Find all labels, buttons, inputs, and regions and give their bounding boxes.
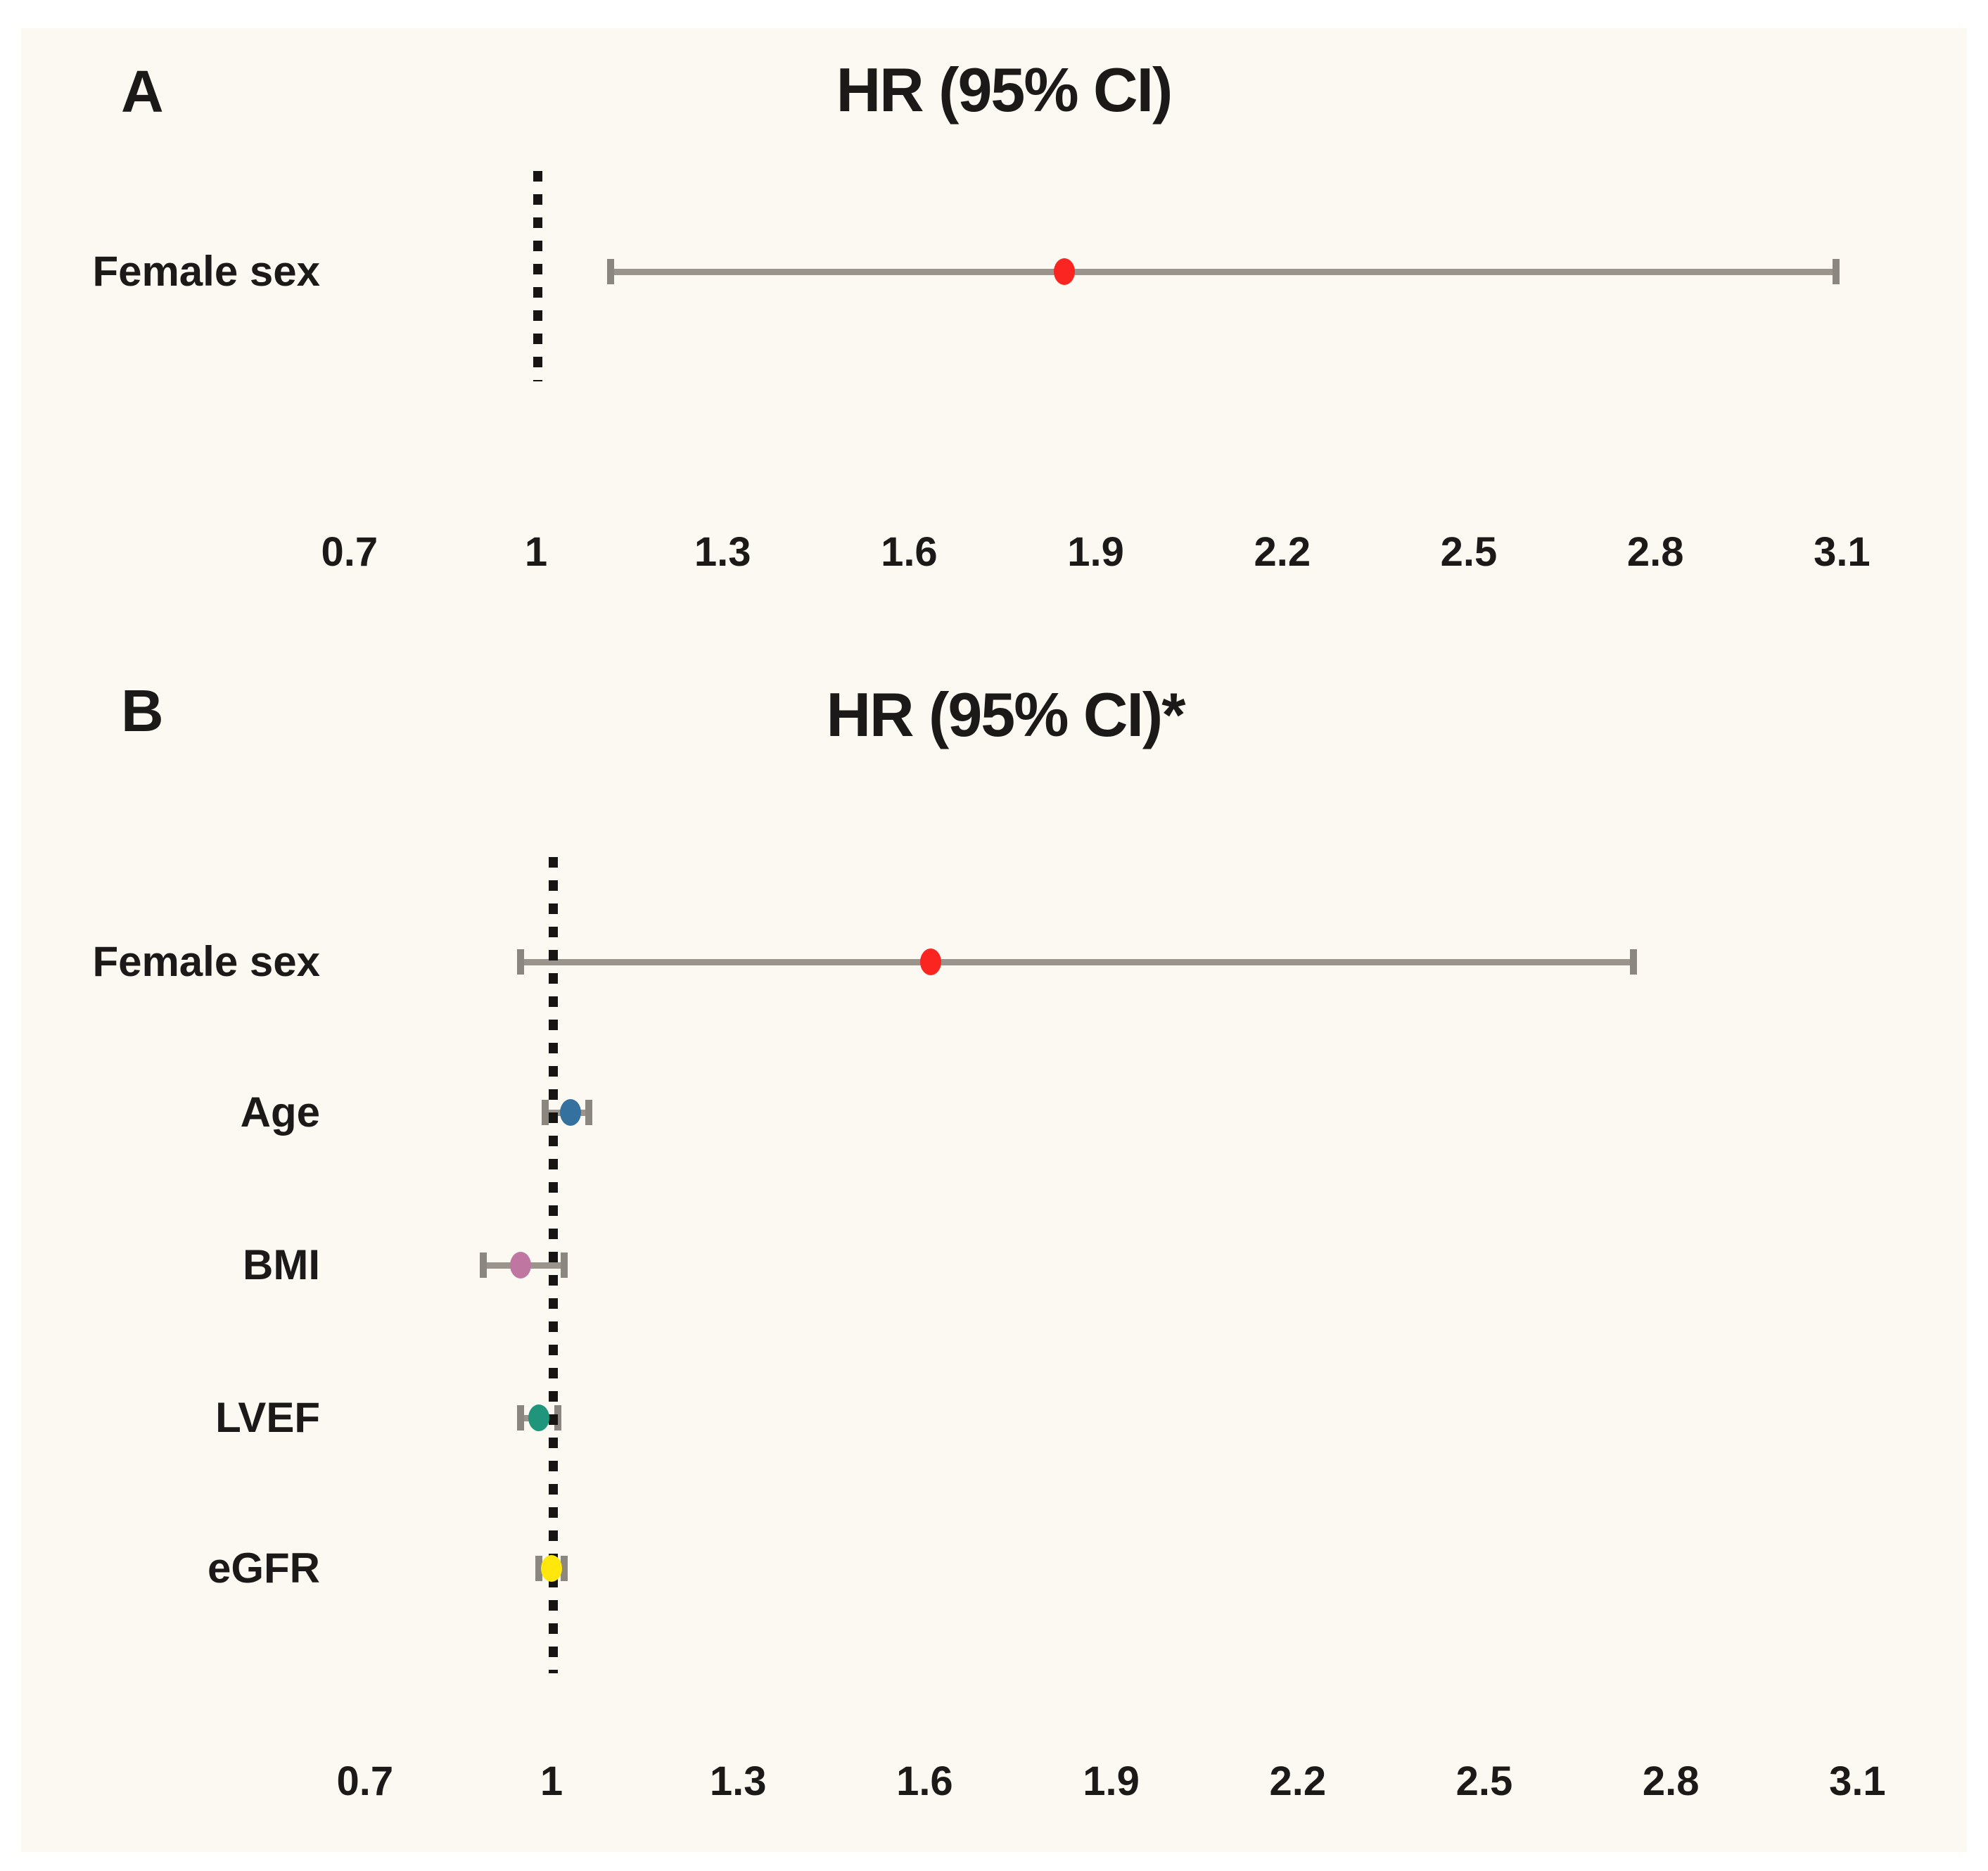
- axis-tick-label: 0.7: [321, 529, 378, 575]
- panel-a-title: HR (95% CI): [836, 55, 1173, 125]
- axis-tick-label: 1.3: [709, 1758, 767, 1804]
- axis-tick-label: 2.2: [1269, 1758, 1327, 1804]
- axis-tick-label: 2.8: [1642, 1758, 1700, 1804]
- row-label: Female sex: [92, 248, 320, 295]
- axis-tick-label: 1: [524, 529, 548, 575]
- ci-cap-high: [1832, 259, 1840, 284]
- axis-tick-label: 1.9: [1083, 1758, 1140, 1804]
- axis-tick-label: 1: [540, 1758, 563, 1804]
- red-dot-marker: [920, 949, 942, 975]
- axis-tick-label: 1.3: [694, 529, 751, 575]
- row-label: BMI: [243, 1241, 320, 1288]
- axis-tick-label: 3.1: [1814, 529, 1871, 575]
- axis-tick-label: 2.5: [1440, 529, 1498, 575]
- axis-tick-label: 0.7: [336, 1758, 394, 1804]
- axis-tick-label: 1.6: [896, 1758, 953, 1804]
- ci-cap-low: [542, 1100, 549, 1125]
- ci-cap-low: [535, 1556, 543, 1581]
- axis-tick-label: 3.1: [1829, 1758, 1886, 1804]
- reference-line-hr1: [549, 857, 558, 1673]
- row-label: Age: [240, 1089, 320, 1136]
- panel-a-letter: A: [121, 58, 164, 125]
- ci-cap-low: [607, 259, 615, 284]
- axis-tick-label: 2.2: [1254, 529, 1311, 575]
- ci-cap-high: [585, 1100, 593, 1125]
- row-label: eGFR: [207, 1545, 320, 1592]
- blue-dot-marker: [559, 1099, 581, 1126]
- axis-tick-label: 2.8: [1626, 529, 1684, 575]
- red-dot-marker: [1054, 258, 1076, 285]
- yellow-dot-marker: [541, 1555, 562, 1582]
- figure-canvas: [21, 28, 1967, 1852]
- row-label: LVEF: [215, 1394, 320, 1441]
- plum-dot-marker: [509, 1252, 531, 1279]
- panel-b-title: HR (95% CI)*: [826, 680, 1186, 749]
- axis-tick-label: 2.5: [1455, 1758, 1513, 1804]
- ci-cap-high: [1630, 949, 1638, 975]
- ci-line: [611, 269, 1836, 275]
- ci-cap-low: [516, 1405, 524, 1431]
- ci-cap-high: [560, 1556, 568, 1581]
- row-label: Female sex: [92, 938, 320, 985]
- ci-cap-low: [516, 949, 524, 975]
- axis-tick-label: 1.6: [881, 529, 938, 575]
- teal-dot-marker: [528, 1404, 550, 1431]
- panel-b-letter: B: [121, 678, 164, 744]
- ci-line: [520, 959, 1634, 965]
- axis-tick-label: 1.9: [1067, 529, 1124, 575]
- ci-cap-low: [479, 1252, 487, 1278]
- ci-cap-high: [560, 1252, 568, 1278]
- reference-line-hr1: [533, 171, 542, 381]
